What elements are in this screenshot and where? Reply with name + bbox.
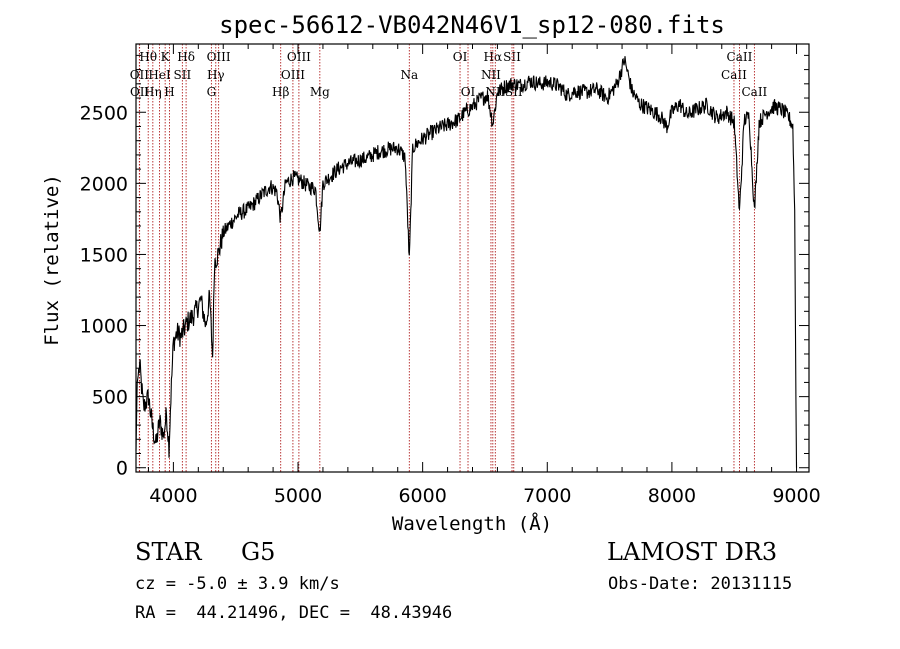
- line-label-20: NII: [481, 68, 501, 82]
- observation-date: Obs-Date: 20131115: [608, 574, 793, 594]
- y-tick-label-2500: 2500: [80, 102, 128, 124]
- line-label-18: OI: [461, 85, 476, 99]
- x-tick-label-5000: 5000: [274, 485, 322, 507]
- line-label-7: SII: [174, 68, 192, 82]
- y-tick-label-1500: 1500: [80, 244, 128, 266]
- line-label-25: CaII: [727, 50, 753, 64]
- x-axis-ticks: 4000 5000 6000 7000 8000 9000: [147, 44, 821, 507]
- line-label-17: OI: [453, 50, 468, 64]
- line-label-3: Hη: [144, 85, 162, 99]
- x-tick-label-4000: 4000: [149, 485, 197, 507]
- line-label-14: OIII: [287, 50, 311, 64]
- line-label-19: Hα: [484, 50, 503, 64]
- y-tick-label-1000: 1000: [80, 316, 128, 338]
- object-subclass: G5: [241, 538, 276, 566]
- line-label-12: Hβ: [272, 85, 289, 99]
- x-axis-label: Wavelength (Å): [392, 512, 552, 535]
- y-tick-label-2000: 2000: [80, 173, 128, 195]
- survey-name: LAMOST DR3: [607, 538, 778, 566]
- y-tick-label-0: 0: [116, 458, 128, 480]
- line-label-5: K: [161, 50, 171, 64]
- line-label-6: H: [164, 85, 174, 99]
- line-label-11: G: [207, 85, 217, 99]
- chart-title: spec-56612-VB042N46V1_sp12-080.fits: [219, 11, 725, 39]
- line-label-26: CaII: [741, 85, 767, 99]
- redshift-velocity: cz = -5.0 ± 3.9 km/s: [135, 574, 340, 594]
- line-label-13: OIII: [281, 68, 305, 82]
- line-label-16: Na: [400, 68, 418, 82]
- line-label-15: Mg: [310, 85, 330, 99]
- x-tick-label-8000: 8000: [648, 485, 696, 507]
- x-tick-label-9000: 9000: [772, 485, 820, 507]
- y-tick-label-500: 500: [92, 387, 128, 409]
- line-label-22: SII: [503, 50, 521, 64]
- line-label-8: Hδ: [177, 50, 195, 64]
- ra-dec-coordinates: RA = 44.21496, DEC = 48.43946: [135, 603, 453, 623]
- line-label-9: OIII: [207, 50, 231, 64]
- line-label-4: HeI: [148, 68, 171, 82]
- line-label-10: Hγ: [207, 68, 225, 82]
- spectrum-series: [135, 56, 798, 468]
- line-label-2: OII: [130, 85, 150, 99]
- x-tick-label-6000: 6000: [398, 485, 446, 507]
- line-label-0: Hθ: [139, 50, 157, 64]
- y-axis-ticks: 0 500 1000 1500 2000 2500: [80, 54, 809, 480]
- y-axis-label: Flux (relative): [41, 174, 63, 346]
- x-tick-label-7000: 7000: [523, 485, 571, 507]
- object-class: STAR: [135, 538, 202, 566]
- line-label-24: CaII: [721, 68, 747, 82]
